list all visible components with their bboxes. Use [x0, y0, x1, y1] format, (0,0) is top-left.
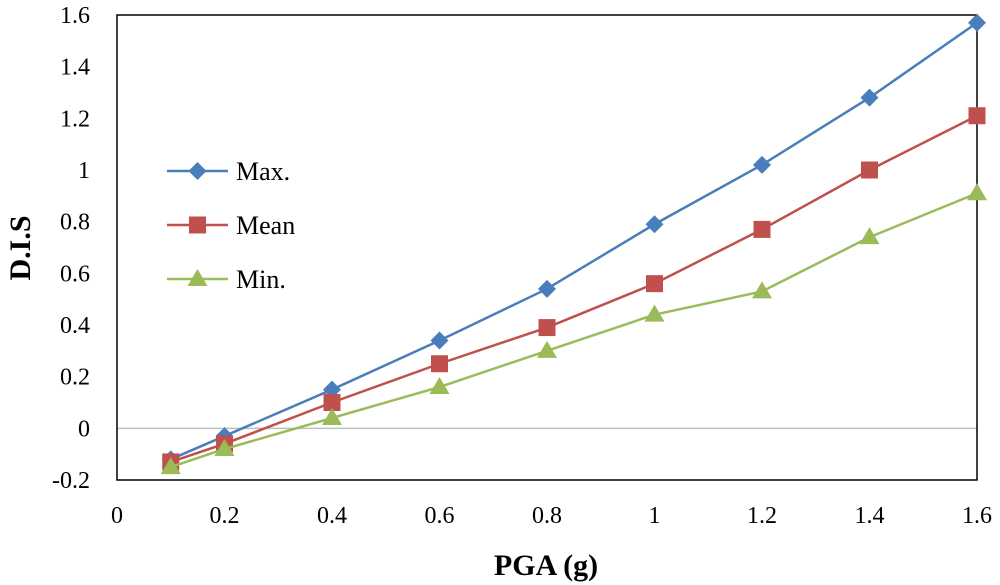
legend-item-min: Min. — [167, 265, 286, 294]
data-point-mean — [538, 319, 556, 337]
x-tick-label: 0.2 — [210, 503, 240, 529]
legend: Max. Mean Min. — [167, 157, 295, 294]
series-line-max — [170, 21, 978, 461]
y-tick-label: 0.6 — [60, 261, 90, 287]
x-tick-label: 0.4 — [317, 503, 347, 529]
data-point-max — [430, 331, 449, 350]
data-point-min — [752, 281, 772, 299]
x-tick-label: 0 — [111, 503, 123, 529]
data-point-max — [860, 88, 879, 107]
x-tick-label: 0.6 — [425, 503, 455, 529]
legend-label: Mean — [236, 211, 295, 240]
x-tick-label: 1 — [649, 503, 661, 529]
data-point-min — [322, 408, 342, 425]
data-point-min — [160, 457, 181, 475]
legend-label: Min. — [236, 265, 286, 294]
data-point-max — [968, 13, 986, 32]
x-axis-title: PGA (g) — [494, 549, 598, 582]
data-point-mean — [968, 107, 986, 125]
data-point-max — [753, 155, 771, 174]
y-tick-label: 0 — [78, 416, 90, 442]
x-tick-label: 1.2 — [747, 503, 777, 529]
legend-label: Max. — [236, 157, 290, 186]
plot-area — [116, 13, 987, 481]
y-tick-label: 1 — [78, 158, 90, 184]
x-tick-label: 1.4 — [855, 503, 885, 529]
legend-item-max: Max. — [167, 157, 290, 186]
data-point-min — [429, 377, 450, 394]
data-point-mean — [646, 275, 663, 293]
series-line-mean — [170, 114, 978, 464]
legend-marker — [187, 269, 208, 286]
y-tick-label: 1.6 — [60, 3, 90, 29]
legend-item-mean: Mean — [167, 211, 295, 240]
y-tick-label: 0.8 — [60, 210, 90, 236]
y-tick-label: -0.2 — [52, 468, 90, 494]
data-point-min — [644, 304, 665, 322]
data-point-min — [214, 439, 235, 456]
y-tick-label: 0.2 — [60, 365, 90, 391]
x-tick-label: 0.8 — [532, 503, 562, 529]
series-mean — [162, 107, 986, 471]
y-tick-label: 0.4 — [60, 313, 90, 339]
series-min — [160, 183, 987, 475]
data-point-mean — [431, 355, 448, 373]
data-point-max — [538, 279, 556, 298]
plot-frame — [116, 14, 978, 481]
data-point-min — [859, 227, 880, 245]
data-point-mean — [323, 394, 341, 411]
y-axis-title: D.I.S — [4, 215, 37, 280]
data-point-mean — [861, 161, 878, 179]
x-tick-label: 1.6 — [962, 503, 992, 529]
y-tick-label: 1.2 — [60, 106, 90, 132]
data-point-min — [537, 340, 557, 358]
data-point-max — [645, 215, 664, 234]
y-tick-label: 1.4 — [60, 55, 90, 81]
data-point-min — [967, 183, 987, 201]
legend-marker — [189, 216, 206, 234]
axis-ticks: -0.2 0 0.2 0.4 0.6 0.8 1 1.2 1.4 1.6 0 0.2 0.4 0.6 0.8… — [52, 3, 992, 529]
data-point-mean — [753, 220, 771, 238]
legend-marker — [188, 162, 207, 180]
